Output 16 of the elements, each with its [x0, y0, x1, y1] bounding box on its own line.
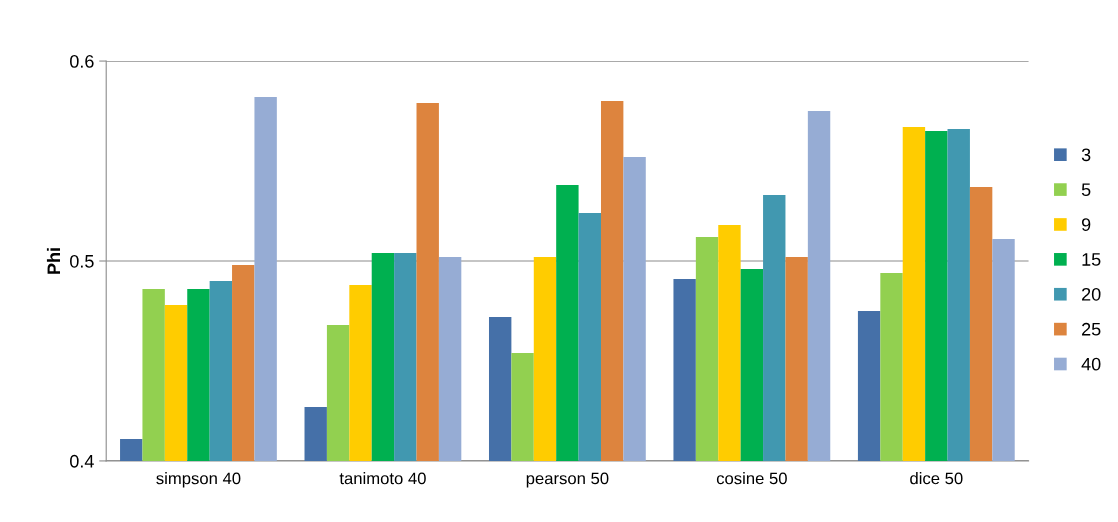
y-tick-label: 0.4 — [70, 454, 94, 468]
y-axis-title: Phi — [46, 248, 61, 274]
y-tick-label: 0.6 — [70, 55, 94, 68]
x-tick-label: tanimoto 40 — [339, 472, 426, 485]
x-tick-label: cosine 50 — [716, 472, 787, 485]
x-tick-label: dice 50 — [910, 472, 963, 485]
legend-label: 40 — [1081, 357, 1101, 371]
x-tick-label: pearson 50 — [526, 472, 609, 488]
legend-label: 9 — [1081, 218, 1091, 231]
legend-label: 20 — [1082, 287, 1101, 301]
legend-label: 3 — [1081, 148, 1091, 162]
legend-label: 25 — [1082, 322, 1101, 336]
y-tick-label: 0.5 — [70, 254, 94, 268]
legend-label: 5 — [1081, 183, 1091, 197]
x-tick-label: simpson 40 — [156, 472, 241, 488]
legend-label: 15 — [1082, 253, 1101, 266]
